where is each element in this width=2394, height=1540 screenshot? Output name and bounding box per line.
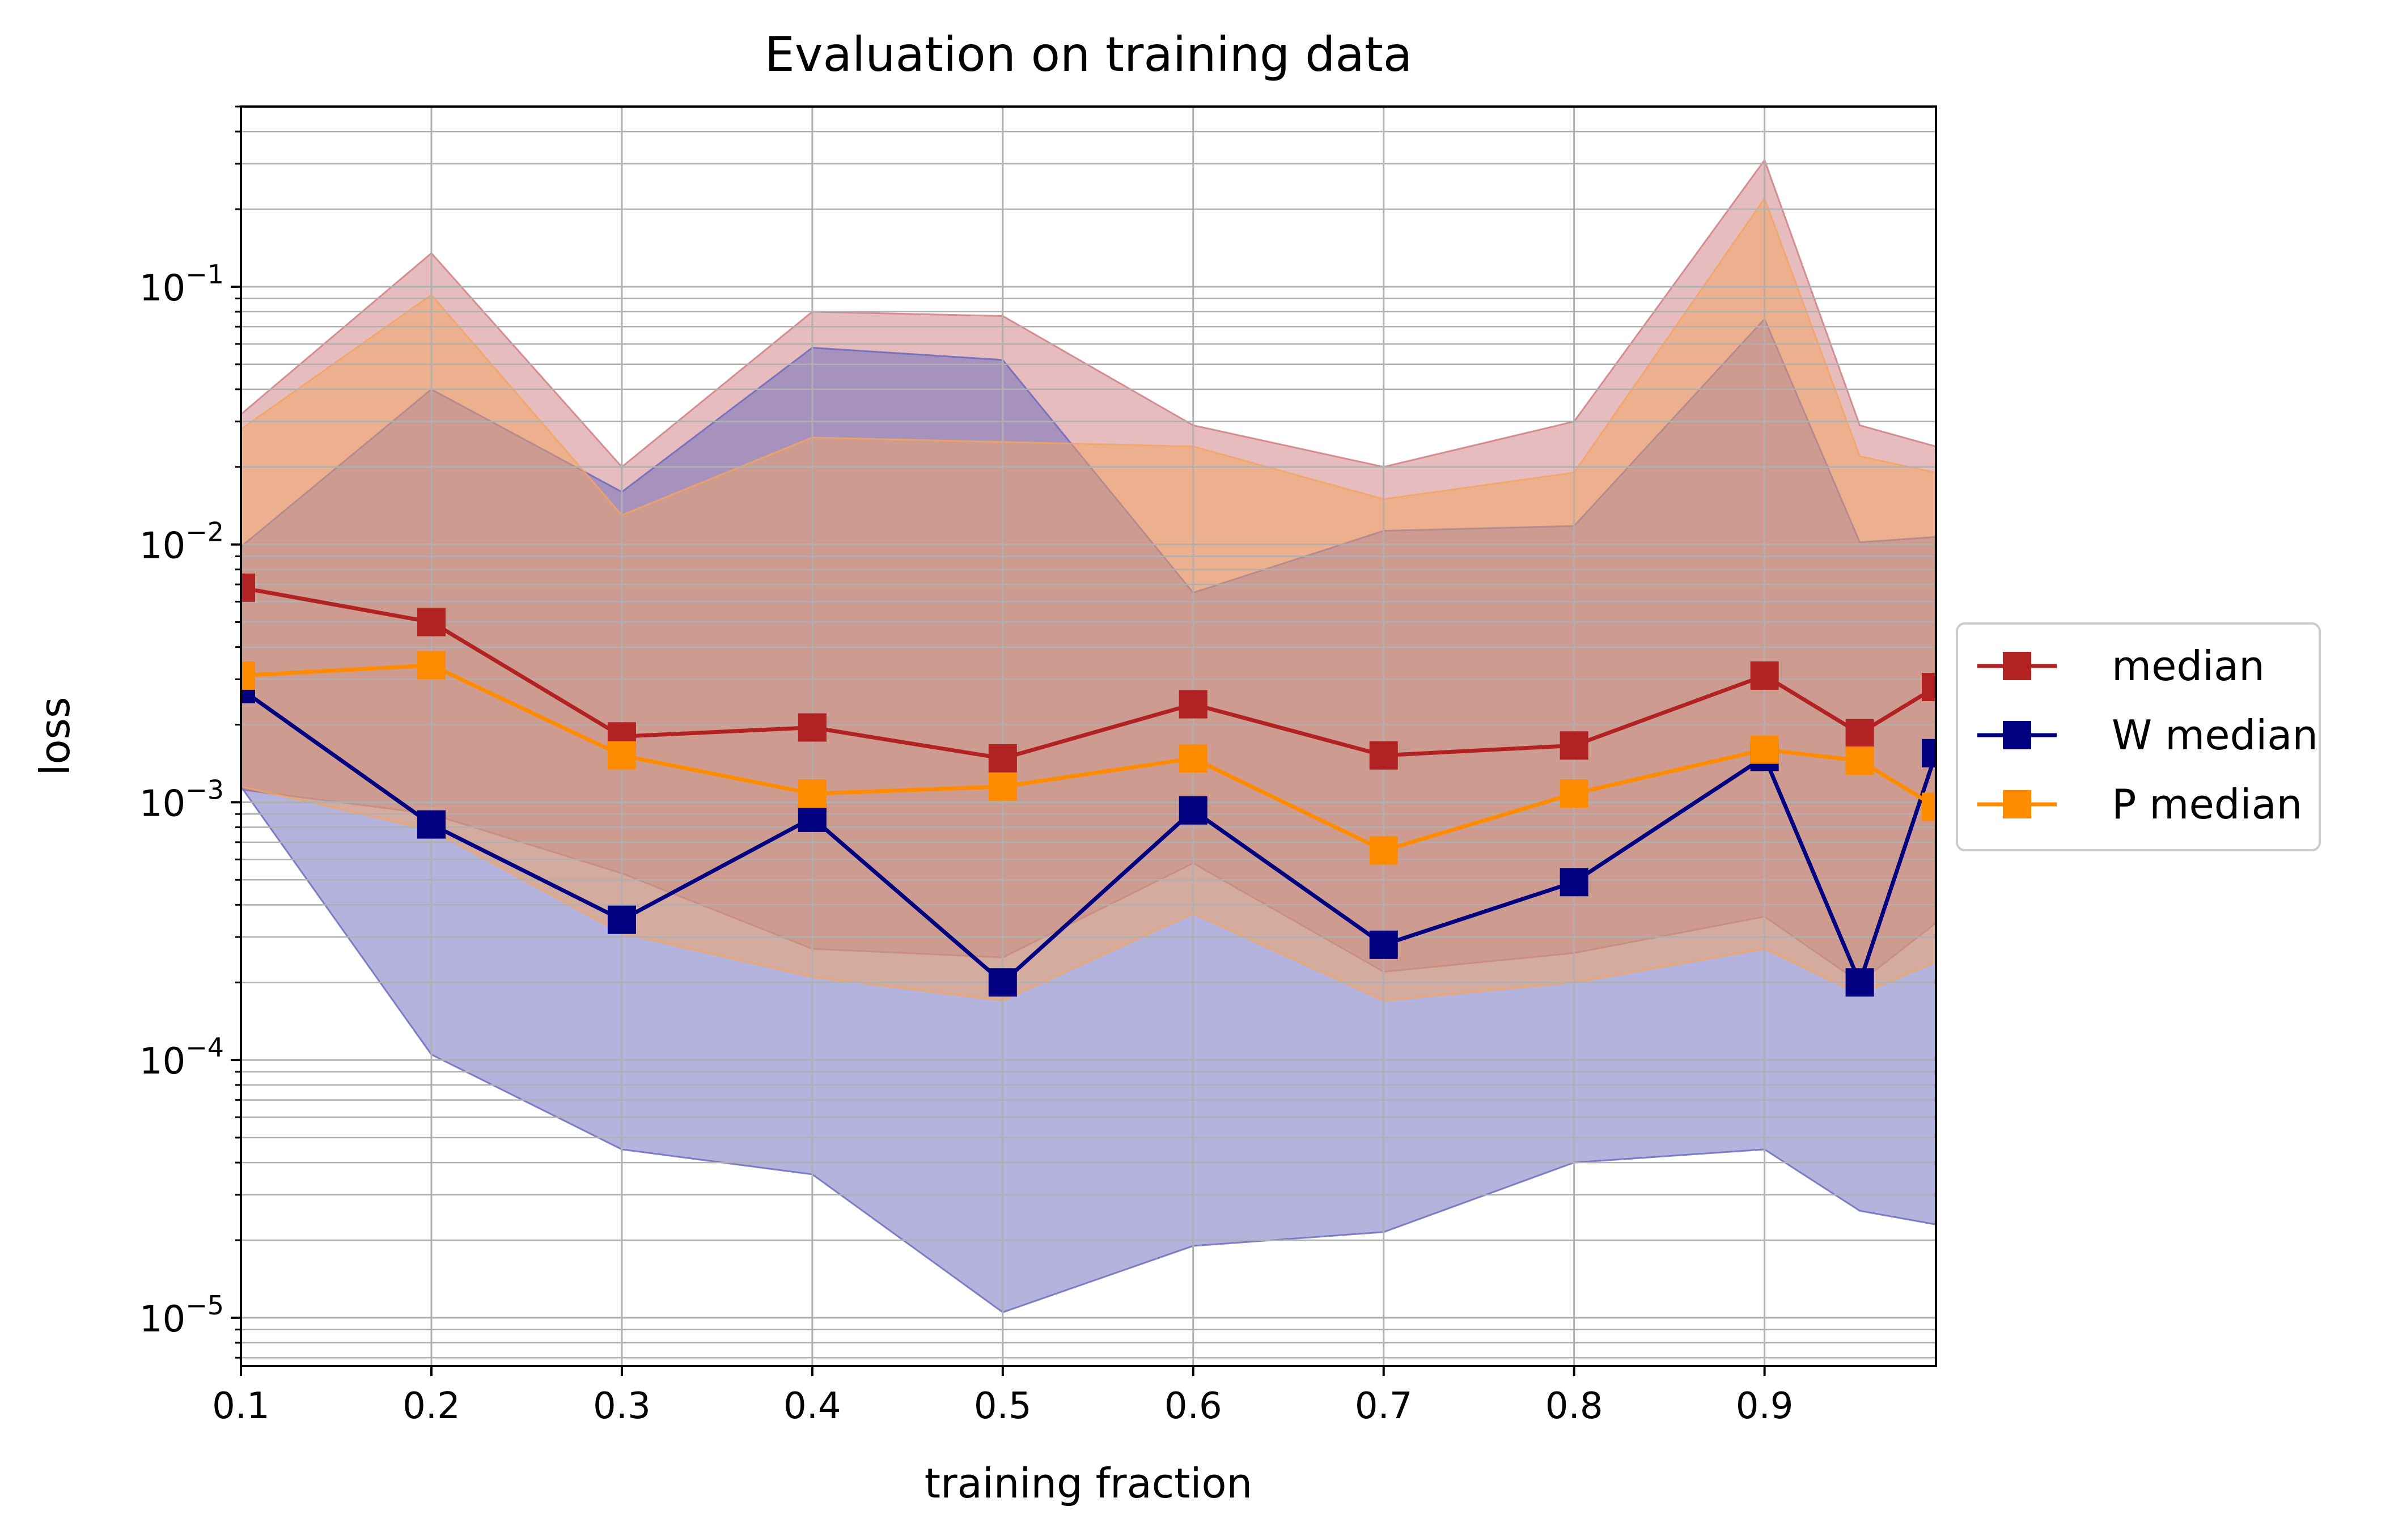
series-marker-2 <box>1369 836 1398 865</box>
series-marker-0 <box>1179 690 1207 719</box>
series-marker-2 <box>798 779 827 808</box>
plot-frame <box>240 105 1937 1367</box>
legend: median W median P median <box>1956 622 2321 851</box>
x-tick-label: 0.2 <box>402 1385 460 1427</box>
series-marker-1 <box>798 803 827 832</box>
series-marker-2 <box>1179 744 1207 773</box>
x-axis-ticks: 0.1 0.2 0.3 0.4 0.5 0.6 0.7 0.8 0.9 <box>212 1366 1794 1427</box>
series-marker-1 <box>417 810 446 839</box>
series-marker-2 <box>417 651 446 680</box>
y-tick-label: 10−1 <box>139 259 224 309</box>
series-marker-1 <box>607 905 636 934</box>
confidence-bands <box>241 158 1936 1313</box>
x-tick-label: 0.9 <box>1736 1385 1794 1427</box>
series-marker-2 <box>607 741 636 770</box>
series-marker-0 <box>1750 661 1779 690</box>
series-marker-0 <box>241 573 255 602</box>
y-tick-label: 10−4 <box>139 1032 224 1083</box>
legend-marker-0 <box>2003 652 2031 680</box>
x-tick-label: 0.8 <box>1545 1385 1603 1427</box>
x-tick-label: 0.3 <box>593 1385 651 1427</box>
grid-lines <box>241 107 1936 1366</box>
legend-label-2: P median <box>2112 780 2302 828</box>
series-marker-1 <box>1179 796 1207 825</box>
series-marker-1 <box>988 968 1017 997</box>
y-axis-label: loss <box>31 697 79 775</box>
band-2 <box>241 196 1936 1002</box>
series-marker-0 <box>1922 673 1936 702</box>
plot-area <box>241 107 1936 1366</box>
y-tick-label: 10−3 <box>139 774 224 825</box>
series-marker-0 <box>798 713 827 742</box>
series-marker-2 <box>1922 792 1936 821</box>
series-marker-0 <box>1845 719 1874 748</box>
series-marker-1 <box>1560 868 1588 897</box>
x-tick-label: 0.1 <box>212 1385 270 1427</box>
x-axis-label: training fraction <box>925 1460 1252 1507</box>
series-marker-0 <box>1369 741 1398 770</box>
y-tick-label: 10−2 <box>139 517 224 567</box>
x-tick-label: 0.7 <box>1355 1385 1413 1427</box>
chart-title: Evaluation on training data <box>765 27 1413 82</box>
series-marker-2 <box>1845 746 1874 775</box>
series-marker-0 <box>988 744 1017 773</box>
legend-box <box>1956 622 2321 851</box>
series-markers <box>241 573 1936 997</box>
x-tick-label: 0.4 <box>783 1385 841 1427</box>
legend-label-0: median <box>2112 642 2265 690</box>
y-axis-ticks: 10−1 10−2 10−3 10−4 10−5 <box>139 105 241 1359</box>
series-marker-0 <box>417 608 446 637</box>
series-marker-2 <box>241 661 255 690</box>
series-marker-2 <box>1750 735 1779 764</box>
legend-marker-2 <box>2003 790 2031 818</box>
series-marker-1 <box>1845 968 1874 997</box>
x-tick-label: 0.6 <box>1164 1385 1222 1427</box>
series-marker-2 <box>988 772 1017 801</box>
y-tick-label: 10−5 <box>139 1290 224 1340</box>
series-marker-0 <box>1560 731 1588 760</box>
series-marker-1 <box>1922 739 1936 767</box>
x-tick-label: 0.5 <box>974 1385 1032 1427</box>
legend-marker-1 <box>2003 721 2031 749</box>
series-marker-1 <box>1369 930 1398 959</box>
series-marker-2 <box>1560 779 1588 808</box>
legend-label-1: W median <box>2112 711 2318 759</box>
